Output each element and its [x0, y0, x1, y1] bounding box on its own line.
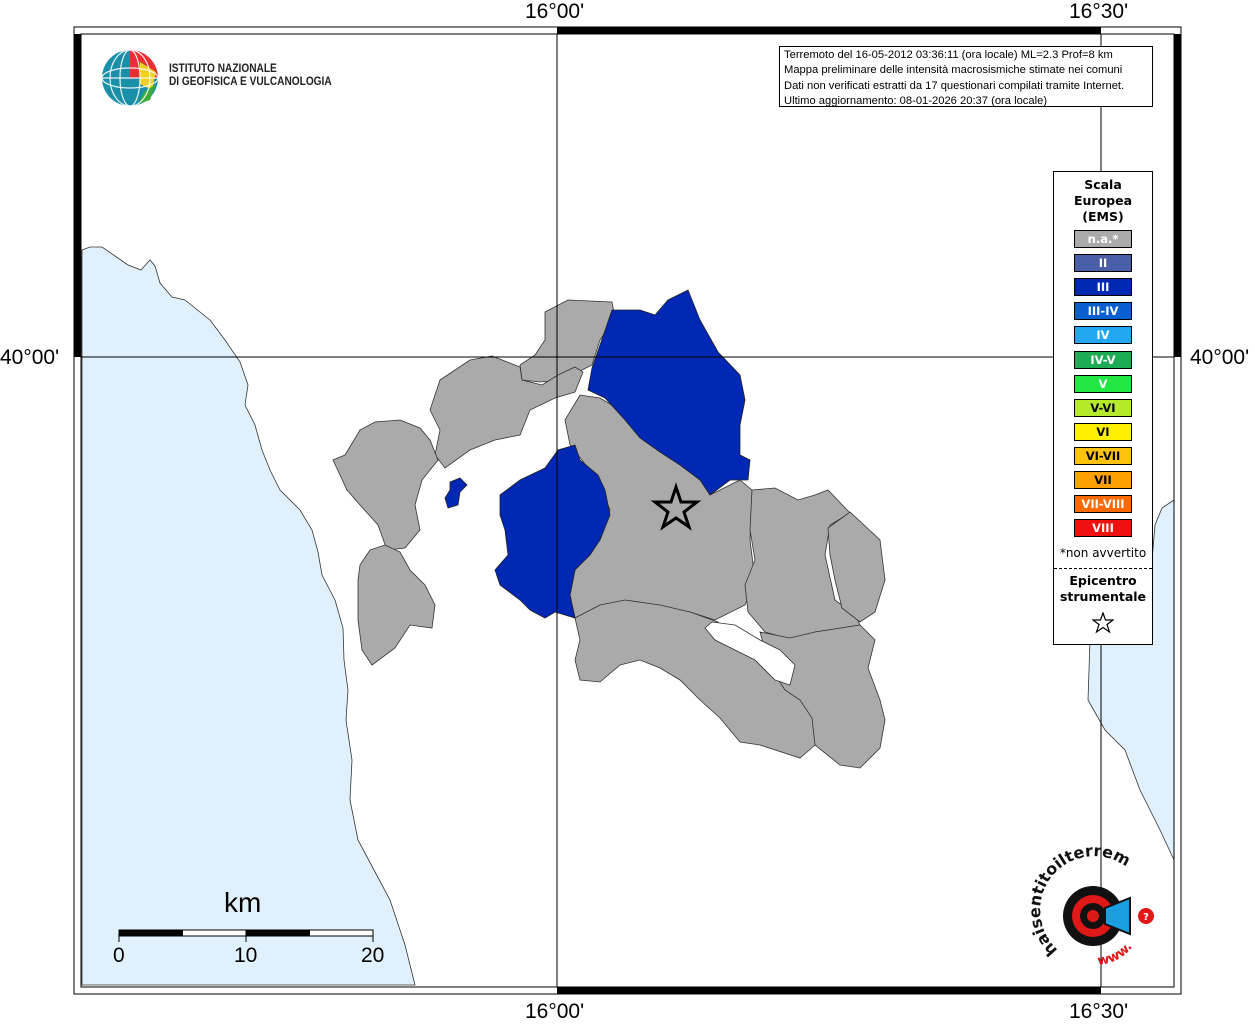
lon-label-top-16-30: 16°30' [1069, 0, 1129, 23]
legend-title-line-3: (EMS) [1082, 209, 1124, 224]
legend-swatch-ii: II [1074, 254, 1132, 273]
scale-bar-title: km [224, 887, 262, 918]
scale-label-20: 20 [361, 944, 385, 967]
institute-name-line-2: DI GEOFISICA E VULCANOLOGIA [169, 76, 332, 88]
svg-text:?: ? [1143, 912, 1149, 923]
legend-star-icon [1092, 612, 1114, 634]
lon-label-bottom-16-00: 16°00' [525, 1000, 585, 1023]
lat-label-right: 40°00' [1190, 346, 1250, 369]
legend-divider [1054, 568, 1152, 569]
scale-label-0: 0 [113, 944, 125, 967]
legend-swatch-v: V [1074, 374, 1132, 393]
legend-epicenter-label: Epicentro strumentale [1054, 573, 1152, 605]
legend-title: Scala Europea (EMS) [1054, 177, 1152, 225]
legend-epicenter-line-1: Epicentro [1069, 573, 1137, 588]
legend-swatch-iv-v: IV-V [1074, 350, 1132, 369]
intensity-legend: Scala Europea (EMS) n.a.* II III III-IV IV IV… [1053, 171, 1153, 645]
lon-label-top-16-00: 16°00' [525, 0, 585, 23]
lat-label-left: 40°00' [0, 346, 60, 369]
municipality-east [827, 511, 886, 623]
scale-label-10: 10 [234, 944, 258, 967]
legend-epicenter-line-2: strumentale [1059, 589, 1147, 604]
legend-note: *non avvertito [1059, 546, 1147, 560]
legend-swatch-vii: VII [1074, 471, 1132, 489]
lon-label-bottom-16-30: 16°30' [1069, 1000, 1129, 1023]
legend-swatch-iii: III [1074, 278, 1132, 297]
info-line-map-desc: Mappa preliminare delle intensità macros… [784, 64, 1123, 77]
municipality-west [332, 419, 439, 551]
map-frame [73, 26, 1182, 995]
sea-west [81, 246, 416, 986]
legend-swatch-vi: VI [1074, 422, 1132, 441]
municipality-southwest-coast [357, 544, 436, 666]
scale-bar [118, 929, 374, 942]
epicenter-star-icon [650, 482, 702, 531]
municipality-northeast-III [587, 289, 751, 496]
institute-logo-text: ISTITUTO NAZIONALE DI GEOFISICA E VULCAN… [169, 63, 332, 89]
legend-swatch-n-a-: n.a.* [1074, 230, 1132, 248]
legend-swatch-vii-viii: VII-VIII [1074, 495, 1132, 514]
municipalities-intensity-III [444, 289, 751, 619]
institute-logo-globe-icon [101, 49, 159, 107]
municipality-south [574, 599, 816, 759]
municipality-west-III [494, 444, 611, 619]
legend-swatch-iv: IV [1074, 326, 1132, 345]
legend-title-line-1: Scala [1084, 177, 1122, 192]
event-info-box: Terremoto del 16-05-2012 03:36:11 (ora l… [779, 46, 1153, 107]
legend-swatch-iii-iv: III-IV [1074, 302, 1132, 321]
legend-swatch-viii: VIII [1074, 519, 1132, 538]
info-line-last-update: Ultimo aggiornamento: 08-01-2026 20:37 (… [784, 94, 1048, 107]
info-line-event: Terremoto del 16-05-2012 03:36:11 (ora l… [784, 49, 1113, 61]
legend-swatch-vi-vii: VI-VII [1074, 446, 1132, 465]
institute-name-line-1: ISTITUTO NAZIONALE [169, 63, 277, 75]
legend-title-line-2: Europea [1073, 193, 1133, 208]
lake [704, 621, 796, 686]
legend-swatch-v-vi: V-VI [1074, 398, 1132, 417]
islet-III [444, 477, 468, 509]
info-line-data-source: Dati non verificati estratti da 17 quest… [784, 79, 1125, 92]
